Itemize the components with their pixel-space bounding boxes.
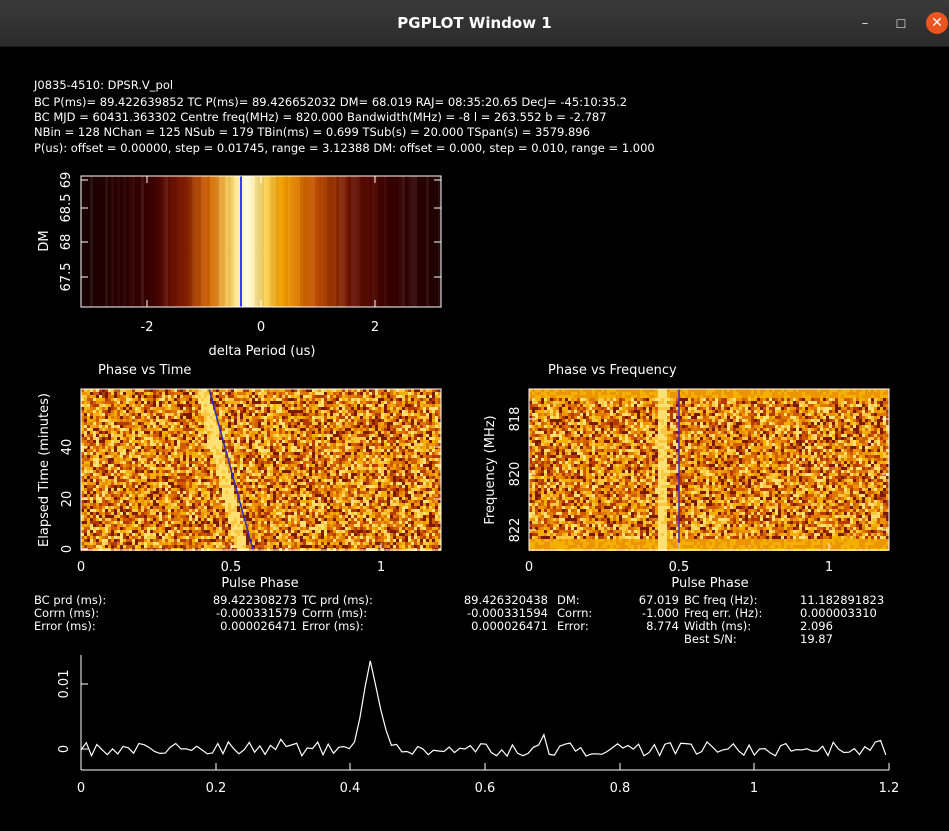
corrn1-value: -0.000331579 [216,606,297,620]
dm-ytick-1: 67.5 [59,263,74,292]
pulse-profile-line [80,660,887,758]
error3-label: Error: [557,619,589,633]
phase-time-title: Phase vs Time [98,363,191,378]
tc-prd-label: TC prd (ms): [301,593,373,607]
snr-label: Best S/N: [684,632,737,646]
error1-value: 0.000026471 [220,619,297,633]
dm-xtick-2: 0 [257,320,265,335]
pt-xlabel: Pulse Phase [221,576,298,591]
dm-ytick-4: 69 [59,172,74,189]
phase-freq-ticks [528,418,889,550]
corrn3-value: -1.000 [642,606,679,620]
pf-ytick-3: 822 [508,518,523,543]
dm-ytick-2: 68 [59,234,74,251]
prof-xtick-5: 0.8 [610,781,631,796]
freqerr-label: Freq err. (Hz): [684,606,762,620]
error2-label: Error (ms): [302,619,364,633]
pt-ylabel: Elapsed Time (minutes) [37,393,52,547]
pf-xtick-2: 0.5 [669,560,690,575]
header-line-5: P(us): offset = 0.00000, step = 0.01745,… [34,141,655,155]
width-label: Width (ms): [684,619,751,633]
corrn1-label: Corrn (ms): [34,606,99,620]
pt-ytick-2: 20 [60,491,75,508]
snr-value: 19.87 [800,632,833,646]
pt-xtick-3: 1 [377,560,385,575]
bcfreq-label: BC freq (Hz): [684,593,757,607]
error1-label: Error (ms): [34,619,96,633]
pt-xtick-2: 0.5 [221,560,242,575]
bcfreq-value: 11.182891823 [800,593,884,607]
prof-xtick-3: 0.4 [340,781,361,796]
phase-freq-title: Phase vs Frequency [548,363,677,378]
dm-period-heatmap [81,176,441,307]
dm-ytick-3: 68.5 [59,194,74,223]
bc-prd-value: 89.422308273 [213,593,297,607]
phase-time-frame [80,388,442,551]
header-line-2: BC P(ms)= 89.422639852 TC P(ms)= 89.4266… [34,95,627,109]
phase-freq-frame [528,388,890,551]
maximize-button[interactable]: ☐ [895,17,907,31]
error2-value: 0.000026471 [471,619,548,633]
dm-label: DM: [557,593,580,607]
prof-xtick-2: 0.2 [206,781,227,796]
phase-time-fit-line [208,388,254,551]
pf-xtick-3: 1 [825,560,833,575]
phase-time-ticks [80,446,441,550]
phase-freq-panel: Phase vs Frequency 0 0.5 1 Pulse Phase 8… [483,363,890,591]
width-value: 2.096 [800,619,833,633]
stats-block: BC prd (ms): 89.422308273 Corrn (ms): -0… [34,593,884,646]
header-line-3: BC MJD = 60431.363302 Centre freq(MHz) =… [34,110,607,124]
dm-ylabel: DM [37,230,52,251]
prof-ytick-2: 0.01 [57,670,72,699]
window-title: PGPLOT Window 1 [397,14,552,32]
profile-ticks [80,683,890,770]
phase-freq-heatmap [529,389,889,551]
dm-period-stripes [84,176,441,307]
corrn3-label: Corrn: [557,606,592,620]
dm-xtick-3: 2 [371,320,379,335]
error3-value: 8.774 [646,619,679,633]
pf-xlabel: Pulse Phase [671,576,748,591]
prof-xtick-7: 1.2 [879,781,900,796]
minimize-button[interactable]: – [861,16,869,31]
dm-period-panel: -2 0 2 delta Period (us) 67.5 68 68.5 69… [37,172,442,359]
pt-xtick-1: 0 [77,560,85,575]
prof-xtick-6: 1 [750,781,758,796]
header-line-4: NBin = 128 NChan = 125 NSub = 179 TBin(m… [34,125,590,139]
bc-prd-label: BC prd (ms): [34,593,106,607]
tc-prd-value: 89.426320438 [464,593,548,607]
prof-ytick-1: 0 [57,745,72,753]
pgplot-canvas: J0835-4510: DPSR.V_pol BC P(ms)= 89.4226… [33,78,899,796]
profile-panel: 0 0.2 0.4 0.6 0.8 1 1.2 0 0.01 [57,655,899,796]
corrn2-label: Corrn (ms): [302,606,367,620]
dm-value: 67.019 [639,593,679,607]
pt-ytick-1: 0 [60,545,75,553]
phase-time-panel: Phase vs Time 0 0.5 1 Pulse Phase 0 20 4… [37,363,442,591]
prof-xtick-1: 0 [77,781,85,796]
window-titlebar[interactable]: PGPLOT Window 1 – ☐ ✕ [0,0,949,47]
corrn2-value: -0.000331594 [467,606,548,620]
pf-ytick-2: 820 [508,462,523,487]
prof-xtick-4: 0.6 [475,781,496,796]
phase-time-heatmap [81,388,441,551]
dm-xtick-1: -2 [141,320,154,335]
dm-period-ticks [81,176,441,307]
pt-ytick-3: 40 [60,439,75,456]
pf-xtick-1: 0 [525,560,533,575]
header-line-1: J0835-4510: DPSR.V_pol [33,78,173,92]
freqerr-value: 0.000003310 [800,606,877,620]
pf-ylabel: Frequency (MHz) [483,415,498,524]
pf-ytick-1: 818 [508,407,523,432]
dm-xlabel: delta Period (us) [209,344,316,359]
close-button[interactable]: ✕ [926,12,948,34]
